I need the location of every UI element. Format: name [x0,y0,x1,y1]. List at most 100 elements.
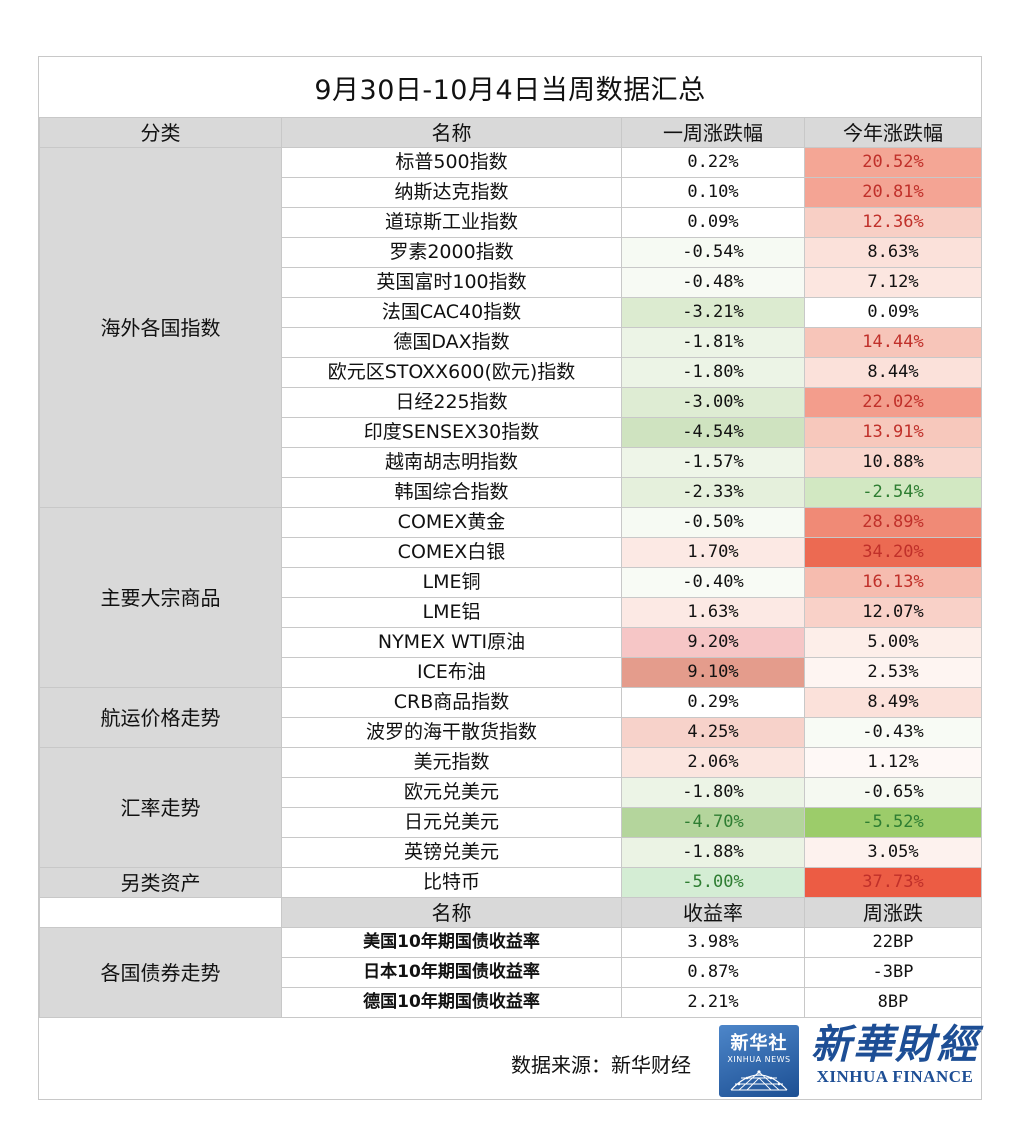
ytd-change-value: 16.13% [804,567,982,598]
week-change-value: 0.22% [621,147,805,178]
table-row: 道琼斯工业指数 0.09% 12.36% [40,207,982,238]
week-change-value: 1.63% [621,597,805,628]
ytd-change-value: 12.07% [804,597,982,628]
bond-header-yield: 收益率 [621,897,805,928]
bond-header-change: 周涨跌 [804,897,982,928]
week-change-value: 4.25% [621,717,805,748]
ytd-change-value: 34.20% [804,537,982,568]
category-label: 航运价格走势 [39,687,282,748]
item-name: 罗素2000指数 [281,237,622,268]
week-change-value: 0.09% [621,207,805,238]
item-name: 欧元兑美元 [281,777,622,808]
ytd-change-value: 3.05% [804,837,982,868]
table-row: 日元兑美元 -4.70% -5.52% [40,807,982,838]
bond-category-label: 各国债券走势 [39,927,282,1018]
bond-name: 德国10年期国债收益率 [281,987,622,1018]
item-name: 越南胡志明指数 [281,447,622,478]
item-name: CRB商品指数 [281,687,622,718]
bond-yield-value: 0.87% [621,957,805,988]
ytd-change-value: 22.02% [804,387,982,418]
header-category: 分类 [39,117,282,148]
item-name: COMEX白银 [281,537,622,568]
item-name: 法国CAC40指数 [281,297,622,328]
table-row: 欧元兑美元 -1.80% -0.65% [40,777,982,808]
header-ytd-change: 今年涨跌幅 [804,117,982,148]
week-change-value: 2.06% [621,747,805,778]
ytd-change-value: 1.12% [804,747,982,778]
data-source: 数据来源：新华财经 [511,1053,691,1077]
network-globe-icon [730,1070,788,1091]
week-change-value: -3.21% [621,297,805,328]
summary-table-frame: 9月30日-10月4日当周数据汇总 分类 名称 一周涨跌幅 今年涨跌幅 海外各国… [38,56,982,1100]
ytd-change-value: 5.00% [804,627,982,658]
bond-yield-value: 2.21% [621,987,805,1018]
category-label: 另类资产 [39,867,282,898]
item-name: 印度SENSEX30指数 [281,417,622,448]
item-name: 日元兑美元 [281,807,622,838]
table-row: 另类资产 比特币 -5.00% 37.73% [39,867,982,898]
item-name: 道琼斯工业指数 [281,207,622,238]
bond-header-blank [39,897,282,928]
item-name: NYMEX WTI原油 [281,627,622,658]
ytd-change-value: -5.52% [804,807,982,838]
week-change-value: -1.88% [621,837,805,868]
bond-name: 美国10年期国债收益率 [281,927,622,958]
bond-row: 各国债券走势 美国10年期国债收益率 3.98% 22BP [39,927,982,1018]
week-change-value: -3.00% [621,387,805,418]
item-name: 日经225指数 [281,387,622,418]
week-change-value: -2.33% [621,477,805,508]
bond-change-value: -3BP [804,957,982,988]
table-row: 法国CAC40指数 -3.21% 0.09% [40,297,982,328]
ytd-change-value: 13.91% [804,417,982,448]
ytd-change-value: 12.36% [804,207,982,238]
bond-header-name: 名称 [281,897,622,928]
week-change-value: -1.81% [621,327,805,358]
table-row: 欧元区STOXX600(欧元)指数 -1.80% 8.44% [40,357,982,388]
ytd-change-value: 10.88% [804,447,982,478]
ytd-change-value: 7.12% [804,267,982,298]
item-name: 德国DAX指数 [281,327,622,358]
table-row: COMEX白银 1.70% 34.20% [40,537,982,568]
footer: 数据来源：新华财经 新华社 XINHUA NEWS 新華財經 XINHUA FI… [39,1019,981,1099]
ytd-change-value: 8.63% [804,237,982,268]
logo-cn-text: 新华社 [730,1033,788,1054]
data-table: 分类 名称 一周涨跌幅 今年涨跌幅 海外各国指数 标普500指数 0.22% 20.5… [39,117,982,1018]
table-row: 主要大宗商品 COMEX黄金 -0.50% 28.89% [39,507,982,688]
item-name: COMEX黄金 [281,507,622,538]
item-name: ICE布油 [281,657,622,688]
week-change-value: -1.57% [621,447,805,478]
item-name: 波罗的海干散货指数 [281,717,622,748]
week-change-value: -4.54% [621,417,805,448]
table-row: 英镑兑美元 -1.88% 3.05% [40,837,982,868]
week-change-value: -1.80% [621,357,805,388]
item-name: 韩国综合指数 [281,477,622,508]
bond-name: 日本10年期国债收益率 [281,957,622,988]
ytd-change-value: 37.73% [804,867,982,898]
week-change-value: -5.00% [621,867,805,898]
xinhua-news-logo: 新华社 XINHUA NEWS [719,1025,799,1097]
page-title: 9月30日-10月4日当周数据汇总 [39,57,981,118]
table-row: 汇率走势 美元指数 2.06% 1.12% [39,747,982,868]
item-name: LME铝 [281,597,622,628]
category-label: 汇率走势 [39,747,282,868]
week-change-value: 1.70% [621,537,805,568]
table-row: 英国富时100指数 -0.48% 7.12% [40,267,982,298]
table-row: 罗素2000指数 -0.54% 8.63% [40,237,982,268]
table-row: LME铝 1.63% 12.07% [40,597,982,628]
week-change-value: 0.29% [621,687,805,718]
table-row: 德国DAX指数 -1.81% 14.44% [40,327,982,358]
ytd-change-value: 2.53% [804,657,982,688]
week-change-value: 9.20% [621,627,805,658]
item-name: 美元指数 [281,747,622,778]
bond-change-value: 8BP [804,987,982,1018]
bond-change-value: 22BP [804,927,982,958]
xinhua-finance-logo: 新華財經 XINHUA FINANCE [809,1023,981,1099]
item-name: 纳斯达克指数 [281,177,622,208]
header-name: 名称 [281,117,622,148]
table-row: 韩国综合指数 -2.33% -2.54% [40,477,982,508]
week-change-value: -0.50% [621,507,805,538]
logo-en-text: XINHUA NEWS [727,1055,791,1064]
table-header-row: 分类 名称 一周涨跌幅 今年涨跌幅 [39,117,982,148]
item-name: 英镑兑美元 [281,837,622,868]
ytd-change-value: -0.65% [804,777,982,808]
